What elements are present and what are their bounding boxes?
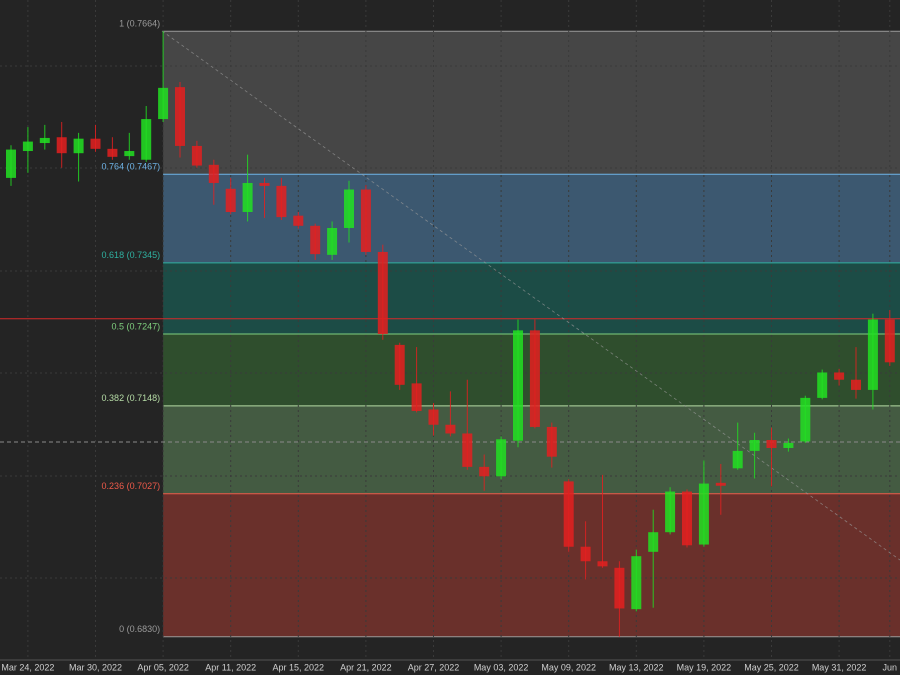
- candle-body: [698, 483, 709, 545]
- candle-body: [834, 372, 845, 380]
- candle-body: [529, 330, 540, 427]
- candle-body: [293, 215, 304, 226]
- x-tick-label: May 31, 2022: [812, 662, 867, 672]
- candle-body: [631, 556, 642, 610]
- candle-body: [665, 491, 676, 533]
- candle-body: [276, 185, 287, 218]
- fib-level-label: 1 (0.7664): [119, 19, 160, 29]
- x-tick-label: May 03, 2022: [474, 662, 529, 672]
- x-tick-label: May 09, 2022: [541, 662, 596, 672]
- candle-body: [817, 372, 828, 398]
- fib-zones: [0, 30, 900, 638]
- x-tick-label: Mar 24, 2022: [1, 662, 54, 672]
- candle-body: [513, 330, 523, 441]
- x-tick-label: Apr 15, 2022: [273, 662, 325, 672]
- candle-body: [496, 439, 507, 477]
- candle-body: [445, 424, 456, 434]
- fib-level-label: 0.764 (0.7467): [102, 162, 161, 172]
- x-tick-label: Apr 21, 2022: [340, 662, 392, 672]
- fib-level-label: 0.236 (0.7027): [102, 481, 161, 491]
- x-tick-label: May 13, 2022: [609, 662, 664, 672]
- candle-body: [360, 189, 371, 252]
- candle-body: [175, 87, 185, 146]
- candle-body: [73, 138, 84, 154]
- x-tick-label: Jun: [883, 662, 898, 672]
- candle-body: [344, 189, 354, 228]
- candle-body: [327, 227, 338, 255]
- fib-zone: [163, 262, 900, 334]
- candle-body: [56, 137, 67, 154]
- fib-zone: [163, 174, 900, 263]
- fib-level-label: 0 (0.6830): [119, 624, 160, 634]
- fib-zone: [163, 493, 900, 637]
- candle-body: [242, 182, 253, 213]
- candles: [6, 31, 895, 637]
- candle-body: [141, 119, 152, 160]
- candle-body: [766, 440, 777, 448]
- fib-trend-line: [161, 30, 900, 561]
- candle-body: [648, 532, 659, 552]
- x-tick-label: Mar 30, 2022: [69, 662, 122, 672]
- candle-body: [225, 188, 236, 213]
- candle-body: [462, 433, 473, 467]
- candle-body: [394, 344, 405, 385]
- candle-body: [563, 481, 574, 547]
- candle-body: [732, 450, 743, 469]
- candle-body: [39, 137, 50, 144]
- candle-body: [715, 482, 726, 486]
- candle-body: [377, 251, 388, 334]
- candle-body: [783, 442, 794, 448]
- candle-body: [310, 225, 321, 255]
- candle-body: [580, 546, 591, 562]
- candle-body: [800, 397, 811, 442]
- x-tick-label: Apr 27, 2022: [408, 662, 460, 672]
- candle-body: [867, 319, 878, 390]
- candle-body: [884, 319, 895, 363]
- x-tick-label: Apr 11, 2022: [205, 662, 256, 672]
- x-tick-label: May 25, 2022: [744, 662, 799, 672]
- fib-zone: [163, 31, 900, 175]
- candle-body: [597, 561, 608, 567]
- candle-body: [259, 182, 270, 186]
- labels: 1 (0.7664) 0.764 (0.7467) 0.618 (0.7345) 0.…: [1, 19, 897, 673]
- candle-body: [124, 151, 135, 157]
- candle-body: [158, 87, 169, 120]
- candle-body: [428, 409, 439, 425]
- candle-body: [682, 491, 692, 546]
- fib-level-label: 0.382 (0.7148): [102, 393, 161, 403]
- fib-level-label: 0.5 (0.7247): [112, 321, 161, 331]
- x-tick-label: May 19, 2022: [677, 662, 732, 672]
- candle-body: [90, 138, 101, 149]
- candle-body: [191, 145, 202, 166]
- x-tick-label: Apr 05, 2022: [137, 662, 189, 672]
- candle-body: [546, 426, 557, 457]
- candle-body: [208, 164, 219, 183]
- fib-level-label: 0.618 (0.7345): [102, 250, 161, 260]
- candle-body: [22, 141, 33, 152]
- candle-body: [479, 466, 490, 477]
- candle-body: [614, 567, 625, 609]
- candle-body: [6, 149, 16, 178]
- candle-body: [411, 383, 422, 411]
- candle-body: [749, 440, 760, 451]
- candle-body: [851, 379, 861, 390]
- candle-body: [107, 148, 118, 157]
